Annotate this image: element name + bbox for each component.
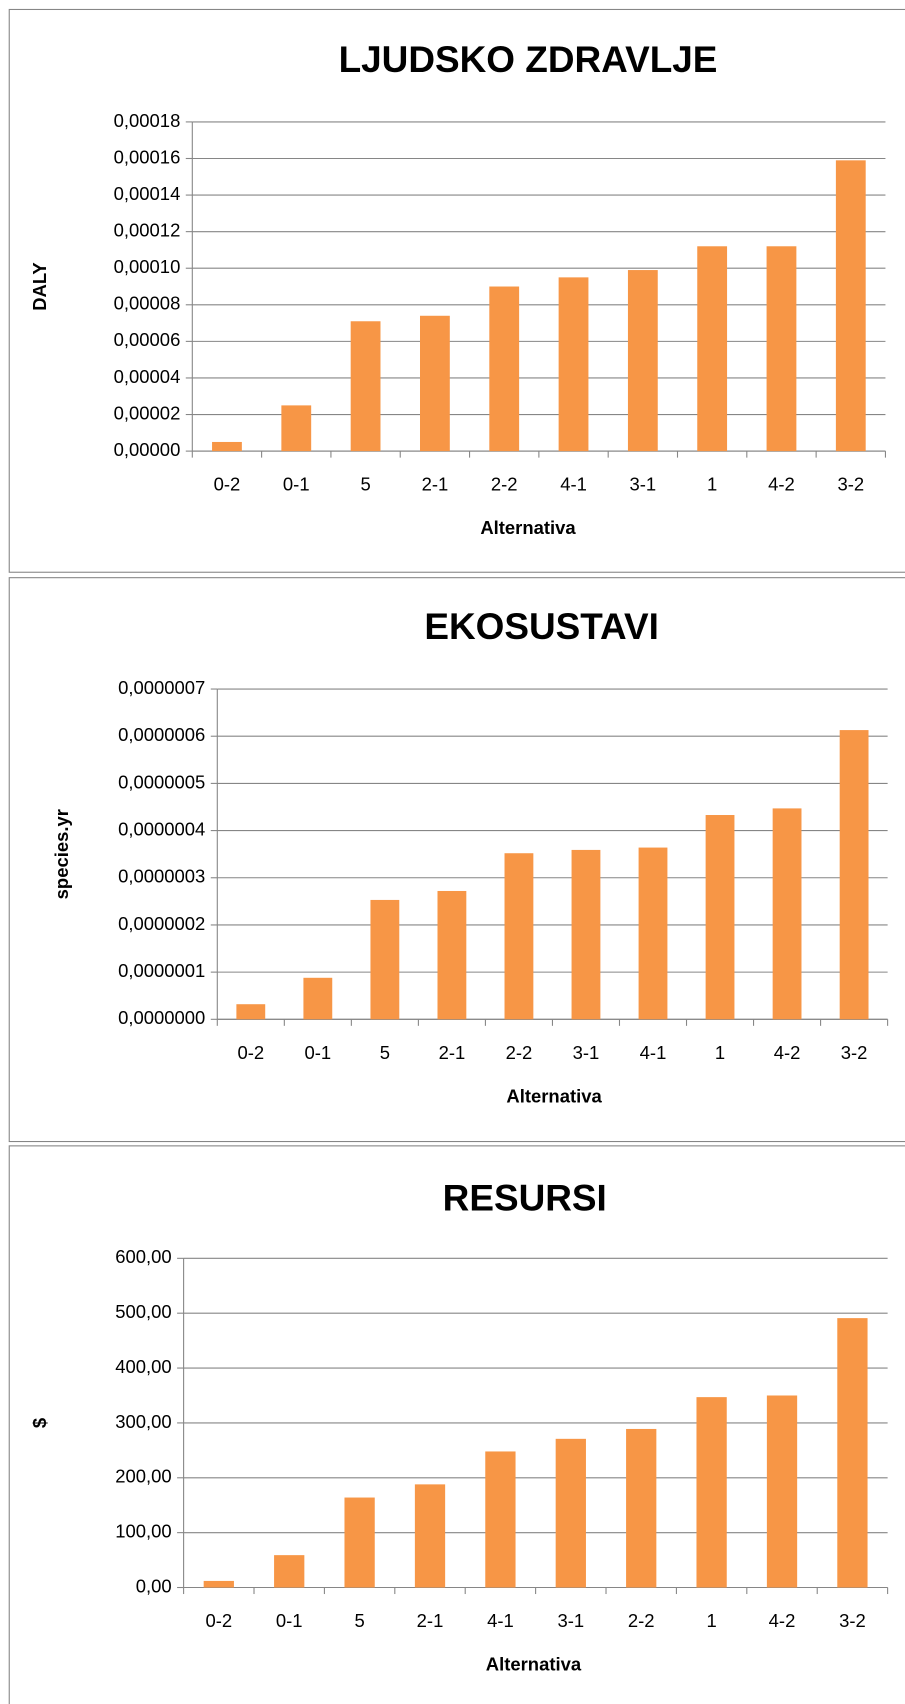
x-tick-label: 3-1 [630, 474, 657, 495]
y-tick-label: 400,00 [115, 1356, 171, 1377]
bar [437, 890, 467, 1020]
y-tick-label: 0,00008 [114, 293, 181, 314]
x-tick-label: 3-2 [839, 1610, 866, 1631]
y-axis-label: $ [29, 1418, 50, 1428]
bar [627, 270, 658, 452]
y-tick-label: 200,00 [115, 1466, 171, 1487]
bar [370, 899, 400, 1020]
bar [766, 246, 797, 452]
y-tick-label: 500,00 [115, 1301, 171, 1322]
x-tick-label: 4-1 [560, 474, 587, 495]
x-tick-label: 5 [380, 1042, 390, 1063]
bar [485, 1451, 516, 1588]
y-tick-label: 0,00004 [114, 366, 181, 387]
bar [638, 847, 668, 1020]
y-tick-label: 0,0000007 [118, 677, 205, 698]
bar [835, 160, 866, 452]
bar [705, 815, 735, 1020]
x-tick-label: 4-2 [769, 1610, 796, 1631]
y-tick-label: 0,00000 [114, 439, 181, 460]
bar [766, 1395, 798, 1588]
x-tick-label: 1 [706, 1610, 716, 1631]
x-tick-label: 2-2 [628, 1610, 655, 1631]
bar [558, 277, 589, 452]
bar [212, 441, 242, 452]
bar [571, 849, 601, 1020]
bar [772, 808, 802, 1020]
y-tick-label: 0,0000002 [118, 913, 205, 934]
y-axis-label: DALY [29, 262, 50, 311]
x-tick-label: 5 [360, 474, 370, 495]
y-tick-label: 0,00018 [114, 110, 181, 131]
x-tick-label: 2-2 [491, 474, 518, 495]
x-tick-label: 4-2 [774, 1042, 801, 1063]
bar [414, 1484, 446, 1588]
bar [697, 246, 728, 452]
x-axis-label: Alternativa [480, 517, 576, 538]
y-tick-label: 0,00016 [114, 146, 181, 167]
y-tick-label: 0,0000000 [118, 1007, 205, 1028]
x-tick-label: 1 [707, 474, 717, 495]
panel-border [8, 1145, 905, 1704]
bar [203, 1580, 234, 1588]
x-tick-label: 0-1 [276, 1610, 303, 1631]
y-tick-label: 100,00 [115, 1521, 171, 1542]
y-tick-label: 0,0000006 [118, 724, 205, 745]
y-tick-label: 300,00 [115, 1411, 171, 1432]
x-tick-label: 5 [354, 1610, 364, 1631]
bar [504, 853, 534, 1020]
bar [344, 1497, 375, 1588]
x-tick-label: 0-1 [305, 1042, 332, 1063]
panel-border [8, 577, 905, 1143]
x-tick-label: 3-2 [841, 1042, 868, 1063]
x-tick-label: 0-2 [214, 474, 241, 495]
y-axis-label: species.yr [51, 809, 72, 899]
y-tick-label: 600,00 [115, 1246, 171, 1267]
x-tick-label: 4-2 [768, 474, 795, 495]
bar [555, 1438, 586, 1588]
x-tick-label: 3-2 [837, 474, 864, 495]
y-tick-label: 0,0000001 [118, 960, 205, 981]
x-axis-label: Alternativa [486, 1654, 582, 1675]
x-tick-label: 2-1 [439, 1042, 466, 1063]
x-tick-label: 2-2 [506, 1042, 533, 1063]
x-tick-label: 3-1 [573, 1042, 600, 1063]
y-tick-label: 0,00006 [114, 329, 181, 350]
bar [274, 1555, 305, 1588]
bar [839, 730, 869, 1020]
bar [419, 315, 450, 452]
y-tick-label: 0,00014 [114, 183, 181, 204]
x-tick-label: 2-1 [417, 1610, 444, 1631]
y-tick-label: 0,00002 [114, 402, 181, 423]
x-tick-label: 2-1 [422, 474, 449, 495]
bar [236, 1004, 266, 1020]
panel-border [8, 8, 905, 573]
bar [303, 977, 333, 1020]
y-tick-label: 0,00012 [114, 220, 181, 241]
bar [281, 405, 312, 452]
chart-title: RESURSI [443, 1177, 607, 1218]
x-tick-label: 4-1 [487, 1610, 514, 1631]
y-tick-label: 0,0000004 [118, 818, 205, 839]
x-tick-label: 3-1 [557, 1610, 584, 1631]
x-tick-label: 1 [715, 1042, 725, 1063]
x-tick-label: 4-1 [640, 1042, 667, 1063]
y-tick-label: 0,0000003 [118, 866, 205, 887]
bar [626, 1428, 657, 1588]
y-tick-label: 0,0000005 [118, 771, 205, 792]
bar [350, 321, 381, 452]
x-axis-label: Alternativa [506, 1085, 602, 1106]
x-tick-label: 0-1 [283, 474, 310, 495]
bar [837, 1318, 868, 1588]
x-tick-label: 0-2 [237, 1042, 264, 1063]
bar [489, 286, 520, 452]
y-tick-label: 0,00010 [114, 256, 181, 277]
x-tick-label: 0-2 [205, 1610, 232, 1631]
y-tick-label: 0,00 [136, 1575, 172, 1596]
bar [696, 1397, 727, 1588]
chart-title: LJUDSKO ZDRAVLJE [339, 39, 718, 80]
chart-title: EKOSUSTAVI [424, 606, 659, 647]
